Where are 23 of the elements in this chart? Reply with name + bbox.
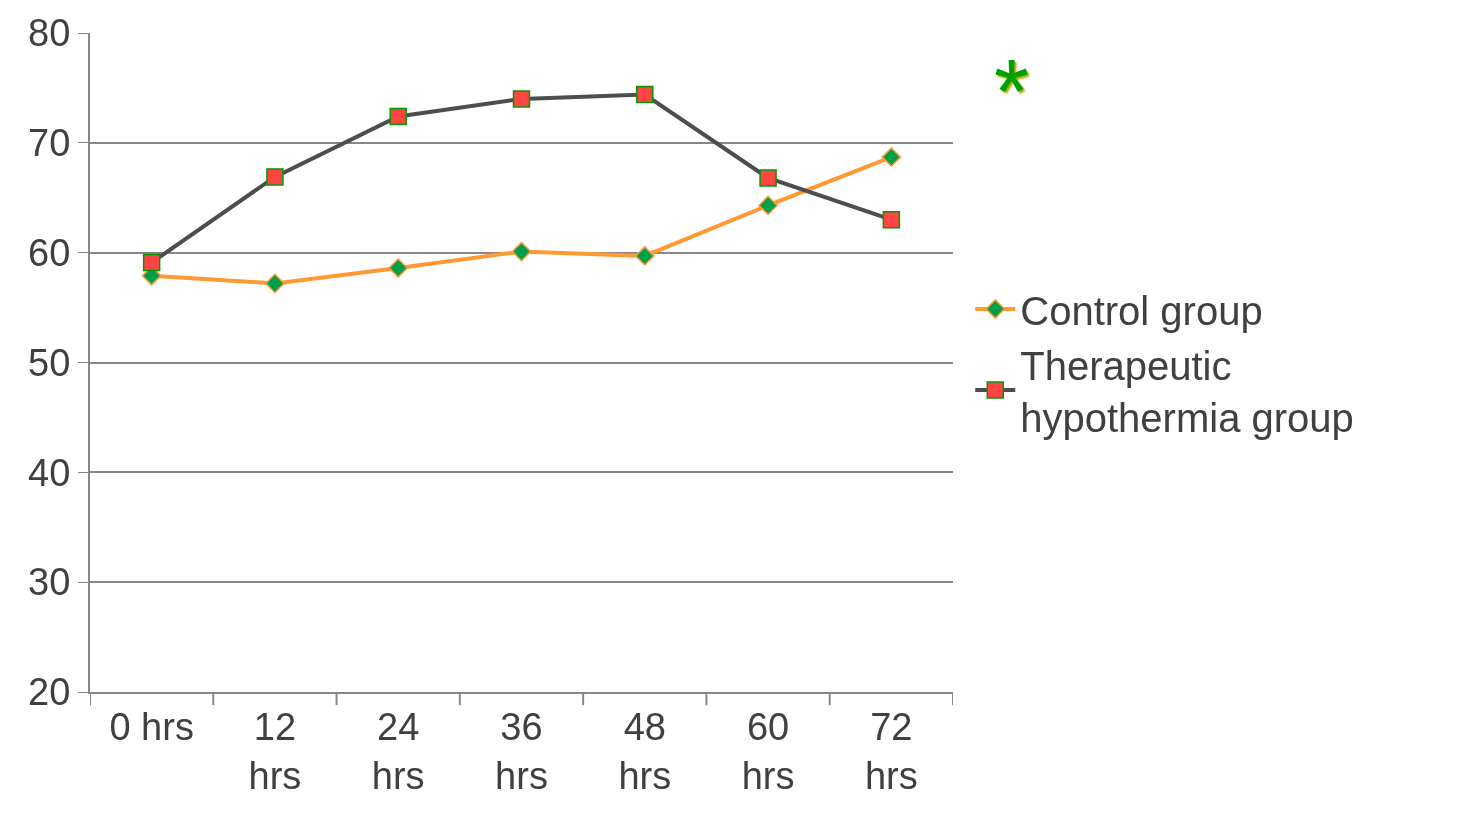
y-tick-label: 70 <box>28 122 71 165</box>
x-tick-label: 36 hrs <box>495 705 548 797</box>
text: * <box>994 42 1030 142</box>
x-tick-label: 0 hrs <box>109 705 194 748</box>
y-tick-label: 30 <box>28 561 71 604</box>
point <box>265 273 285 294</box>
point <box>881 147 902 167</box>
point <box>388 258 409 278</box>
legend-label: Therapeutic hypothermia group <box>1020 343 1354 440</box>
y-tick-label: 50 <box>28 341 71 384</box>
y-tick-label: 40 <box>28 451 71 494</box>
x-tick-label: 12 hrs <box>248 705 302 797</box>
x-tick-label: 60 hrs <box>741 705 795 797</box>
y-tick-label: 80 <box>28 12 71 55</box>
point <box>634 246 655 266</box>
point <box>511 241 532 262</box>
y-tick-label: 20 <box>28 671 71 714</box>
legend-label: Control group <box>1020 288 1263 333</box>
y-tick-label: 60 <box>28 231 71 274</box>
x-tick-label: 48 hrs <box>618 705 672 797</box>
x-tick-label: 24 hrs <box>371 705 425 797</box>
point <box>758 195 778 216</box>
x-tick-label: 72 hrs <box>864 705 918 797</box>
